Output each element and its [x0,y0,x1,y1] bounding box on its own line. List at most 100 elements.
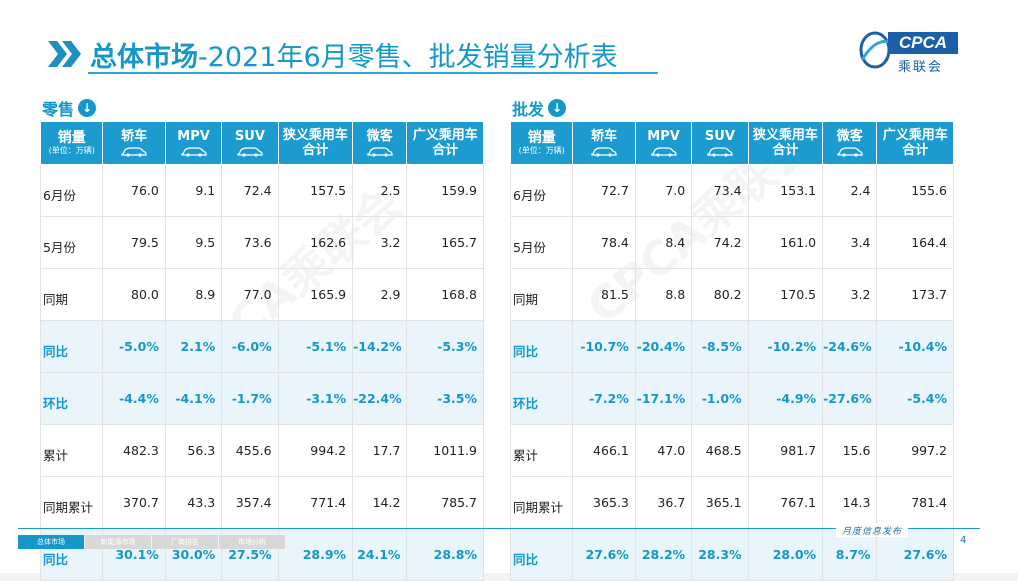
table-cell: 9.5 [164,216,223,269]
column-header-label: 狭义乘用车合计 [752,128,818,158]
table-cell: 43.3 [164,476,223,529]
column-header-label: SUV [234,129,265,144]
table-cell: 785.7 [406,476,484,529]
table-cell: 781.4 [876,476,954,529]
table-row: 同期累计 365.3 36.7 365.1 767.1 14.3 781.4 [509,476,954,529]
row-label: 累计 [39,424,104,477]
page-number: 4 [960,535,967,546]
column-header: 狭义乘用车合计 [277,121,354,165]
title-bold: 总体市场 [90,41,198,73]
row-label: 环比 [509,372,574,425]
table-cell: 997.2 [876,424,954,477]
footer-tab[interactable]: 新能源市场 [85,535,151,549]
logo-en: CPCA [888,32,958,54]
row-label: 同比 [509,320,574,373]
column-header-label: 轿车 [591,129,618,144]
table-cell: 162.6 [277,216,354,269]
table-cell: 170.5 [747,268,824,321]
row-label: 同比 [509,528,574,581]
table-cell: 78.4 [572,216,636,269]
table-cell: 28.2% [634,528,693,581]
row-label: 6月份 [39,164,104,217]
row-label: 5月份 [39,216,104,269]
column-header: 广义乘用车合计 [876,121,954,165]
metric-header: 销量 (单位：万辆) [509,121,574,165]
metric-header: 销量 (单位：万辆) [39,121,104,165]
footer-tab[interactable]: 厂商排名 [152,535,218,549]
car-icon [237,147,263,157]
row-label: 5月份 [509,216,574,269]
column-header: 狭义乘用车合计 [747,121,824,165]
table-cell: 72.7 [572,164,636,217]
table-row: 5月份 79.5 9.5 73.6 162.6 3.2 165.7 [39,216,484,269]
logo-cn: 乘联会 [898,60,944,75]
table-cell: -10.2% [747,320,824,373]
table-row: 6月份 76.0 9.1 72.4 157.5 2.5 159.9 [39,164,484,217]
row-label: 环比 [39,372,104,425]
table-row: 环比 -4.4% -4.1% -1.7% -3.1% -22.4% -3.5% [39,372,484,425]
arrow-down-circle-icon: ↓ [548,99,567,117]
table-row: 累计 482.3 56.3 455.6 994.2 17.7 1011.9 [39,424,484,477]
car-icon [707,147,733,157]
table-cell: 173.7 [876,268,954,321]
car-icon [121,147,147,157]
table-cell: 28.8% [406,528,484,581]
column-header-label: MPV [177,129,210,144]
table-row: 同期累计 370.7 43.3 357.4 771.4 14.2 785.7 [39,476,484,529]
table-cell: -1.0% [691,372,749,425]
table-cell: -24.6% [822,320,878,373]
retail-section-header: 零售 ↓ [42,96,97,120]
car-icon [591,147,617,157]
table-cell: 28.0% [747,528,824,581]
footer-tab[interactable]: 总体市场 [18,535,84,549]
row-label: 同期累计 [39,476,104,529]
table-cell: 370.7 [102,476,166,529]
car-icon [180,147,207,157]
wholesale-section-header: 批发 ↓ [512,96,567,120]
table-cell: 164.4 [876,216,954,269]
car-icon [837,147,863,157]
table-cell: -17.1% [634,372,693,425]
footer-tab[interactable]: 市场分析 [219,535,285,549]
table-cell: -20.4% [634,320,693,373]
table-cell: -27.6% [822,372,878,425]
title-underline [88,72,658,74]
table-cell: 767.1 [747,476,824,529]
table-cell: 771.4 [277,476,354,529]
table-row: 5月份 78.4 8.4 74.2 161.0 3.4 164.4 [509,216,954,269]
logo-swirl-icon [859,31,891,69]
table-cell: 3.2 [822,268,878,321]
retail-label: 零售 [42,100,75,119]
column-header-label: 轿车 [121,129,148,144]
table-row: 环比 -7.2% -17.1% -1.0% -4.9% -27.6% -5.4% [509,372,954,425]
table-cell: -4.4% [102,372,166,425]
table-cell: 8.9 [164,268,223,321]
table-cell: 2.1% [164,320,223,373]
row-label: 累计 [509,424,574,477]
column-header: SUV [691,121,749,165]
page-title: 总体市场-2021年6月零售、批发销量分析表 [90,35,618,74]
table-cell: 455.6 [221,424,279,477]
column-header: 微客 [352,121,408,165]
table-row: 同比 -5.0% 2.1% -6.0% -5.1% -14.2% -5.3% [39,320,484,373]
table-cell: 74.2 [691,216,749,269]
column-header-label: 广义乘用车合计 [412,128,478,158]
table-cell: 3.2 [352,216,408,269]
table-cell: -5.1% [277,320,354,373]
table-cell: 2.4 [822,164,878,217]
table-cell: 2.5 [352,164,408,217]
table-cell: -8.5% [691,320,749,373]
table-cell: -5.3% [406,320,484,373]
table-row: 6月份 72.7 7.0 73.4 153.1 2.4 155.6 [509,164,954,217]
column-header-label: 微客 [836,129,863,144]
table-row: 同期 80.0 8.9 77.0 165.9 2.9 168.8 [39,268,484,321]
table-cell: 365.1 [691,476,749,529]
table-cell: 81.5 [572,268,636,321]
table-cell: 24.1% [352,528,408,581]
table-cell: 468.5 [691,424,749,477]
table-cell: 153.1 [747,164,824,217]
metric-title: 销量 [527,129,556,146]
column-header: 轿车 [102,121,166,165]
cpca-logo: CPCA 乘联会 [858,28,958,75]
